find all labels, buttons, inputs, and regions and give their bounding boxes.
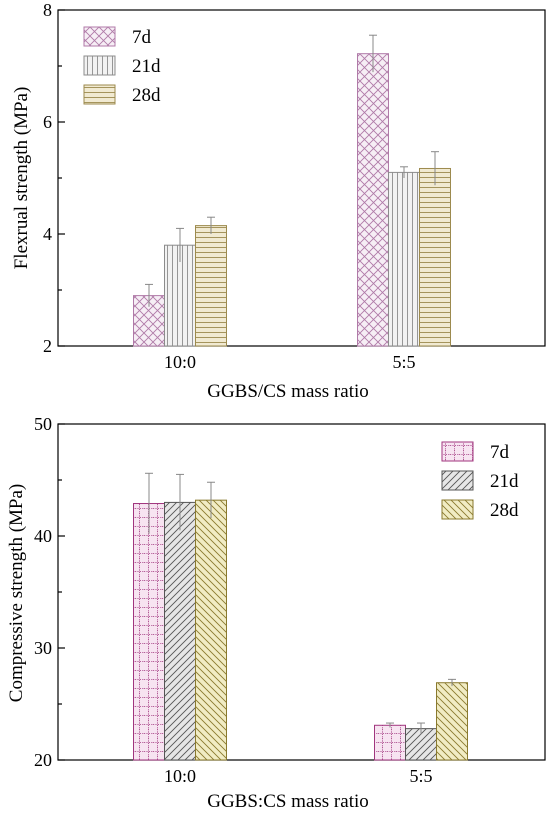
y-tick-label: 8 — [43, 0, 52, 20]
x-tick-label: 5:5 — [392, 352, 415, 372]
legend-swatch-7d — [441, 441, 474, 462]
y-tick-label: 50 — [34, 414, 52, 434]
flexural-strength-chart: 2 4 6 8 10:0 5:5 7d 21d 28d — [43, 0, 546, 372]
legend-swatch-21d — [83, 55, 116, 76]
chart0-ylabel: Flexrual strength (MPa) — [11, 87, 32, 270]
bar-21d-5:5 — [388, 171, 420, 347]
legend-label-21d: 21d — [490, 471, 519, 492]
bar-7d-10:0 — [133, 503, 165, 761]
bar-7d-5:5 — [374, 724, 406, 761]
bar-28d-5:5 — [419, 167, 451, 347]
y-tick-label: 40 — [34, 526, 52, 546]
legend-swatch-7d — [83, 26, 116, 47]
y-tick-label: 20 — [34, 750, 52, 770]
chart0-xlabel: GGBS/CS mass ratio — [207, 381, 369, 402]
bar-28d-10:0 — [195, 225, 227, 347]
bar-21d-10:0 — [164, 244, 196, 347]
legend-swatch-28d — [83, 84, 116, 105]
legend-label-28d: 28d — [490, 500, 519, 521]
legend-swatch-21d — [441, 470, 474, 491]
chart1-xlabel: GGBS:CS mass ratio — [207, 791, 369, 812]
x-tick-label: 10:0 — [164, 352, 196, 372]
y-tick-label: 6 — [43, 112, 52, 132]
legend-label-7d: 7d — [490, 442, 510, 463]
chart1-ylabel: Compressive strength (MPa) — [6, 484, 27, 702]
legend-label-7d: 7d — [132, 27, 152, 48]
legend-swatch-28d — [441, 499, 474, 520]
bar-21d-10:0 — [164, 501, 196, 761]
bar-7d-5:5 — [357, 53, 389, 347]
bar-28d-10:0 — [195, 499, 227, 761]
legend-label-28d: 28d — [132, 85, 161, 106]
bar-28d-5:5 — [436, 682, 468, 761]
x-tick-label: 10:0 — [164, 766, 196, 786]
x-tick-label: 5:5 — [409, 766, 432, 786]
legend-label-21d: 21d — [132, 56, 161, 77]
y-tick-label: 30 — [34, 638, 52, 658]
compressive-strength-chart: 20 30 40 50 10:0 5:5 7d 21d 28d — [34, 414, 546, 786]
y-tick-label: 2 — [43, 336, 52, 356]
y-tick-label: 4 — [43, 224, 52, 244]
